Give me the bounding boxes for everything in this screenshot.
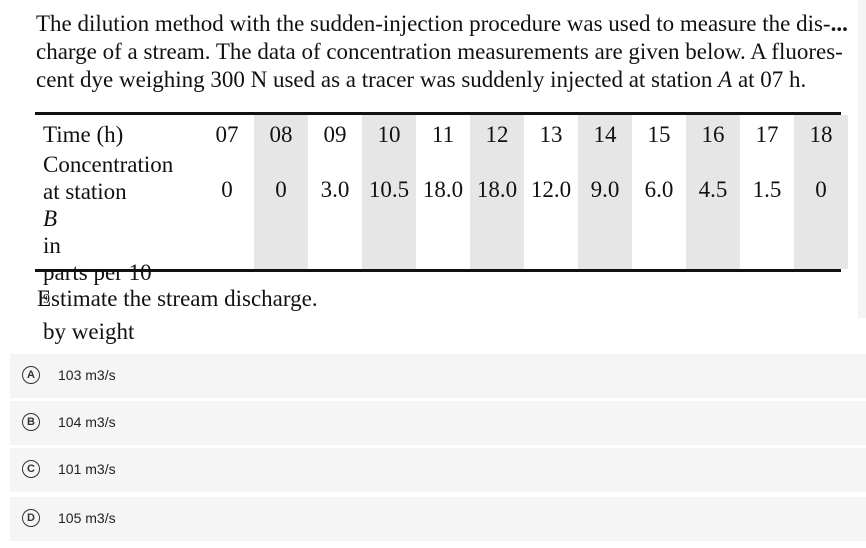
question-line-2: charge of a stream. The data of concentr… (36, 39, 843, 64)
concentration-cell: 9.0 (590, 177, 620, 202)
time-cell: 11 (431, 122, 455, 147)
time-cell: 17 (755, 122, 779, 147)
concentration-cell: 18.0 (476, 177, 518, 202)
time-cell: 18 (809, 122, 833, 147)
concentration-cell: 18.0 (422, 177, 464, 202)
option-text: 103 m3/s (58, 367, 116, 383)
time-cell: 10 (377, 122, 401, 147)
concentration-row-label: Concentration at station B in parts per … (43, 152, 174, 344)
concentration-cell: 3.0 (320, 177, 350, 202)
option-letter-badge: D (22, 509, 40, 527)
concentration-cell: 12.0 (530, 177, 572, 202)
row-labels: Time (h) Concentration at station B in p… (35, 115, 200, 344)
concentration-cell: 0 (815, 177, 827, 202)
table-column: 15 6.0 (632, 115, 686, 269)
table-column: 13 12.0 (524, 115, 578, 269)
time-cell: 14 (593, 122, 617, 147)
option-text: 105 m3/s (58, 510, 116, 526)
option-d[interactable]: D 105 m3/s (10, 497, 866, 541)
option-a[interactable]: A 103 m3/s (10, 354, 866, 398)
question-card: The dilution method with the sudden-inje… (10, 0, 866, 344)
question-image: The dilution method with the sudden-inje… (10, 0, 858, 344)
question-text: The dilution method with the sudden-inje… (36, 10, 848, 94)
option-letter-badge: C (22, 460, 40, 478)
question-line-3: cent dye weighing 300 N used as a tracer… (36, 67, 807, 92)
option-text: 101 m3/s (58, 461, 116, 477)
time-cell: 09 (323, 122, 347, 147)
concentration-cell: 0 (275, 177, 287, 202)
truncation-ellipsis: ... (830, 11, 848, 36)
table-column: 10 10.5 (362, 115, 416, 269)
table-column: 09 3.0 (308, 115, 362, 269)
time-row-label: Time (h) (43, 122, 124, 147)
table-column: 17 1.5 (740, 115, 794, 269)
table-column: 18 0 (794, 115, 848, 269)
time-cell: 07 (215, 122, 239, 147)
table-column: 07 0 (200, 115, 254, 269)
time-cell: 15 (647, 122, 671, 147)
question-prompt: Estimate the stream discharge. (37, 286, 318, 311)
concentration-table: Time (h) Concentration at station B in p… (35, 112, 848, 344)
time-cell: 12 (485, 122, 509, 147)
table-column: 12 18.0 (470, 115, 524, 269)
question-line-1: The dilution method with the sudden-inje… (36, 11, 848, 36)
option-b[interactable]: B 104 m3/s (10, 401, 866, 445)
concentration-cell: 6.0 (644, 177, 674, 202)
option-text: 104 m3/s (58, 414, 116, 430)
time-cell: 13 (539, 122, 563, 147)
time-cell: 16 (701, 122, 725, 147)
concentration-cell: 10.5 (368, 177, 410, 202)
table-column: 16 4.5 (686, 115, 740, 269)
concentration-cell: 0 (221, 177, 233, 202)
table-column: 14 9.0 (578, 115, 632, 269)
table-column: 11 18.0 (416, 115, 470, 269)
option-letter-badge: B (22, 413, 40, 431)
concentration-cell: 4.5 (698, 177, 728, 202)
time-cell: 08 (269, 122, 293, 147)
option-c[interactable]: C 101 m3/s (10, 448, 866, 492)
concentration-cell: 1.5 (752, 177, 782, 202)
option-letter-badge: A (22, 366, 40, 384)
table-column: 08 0 (254, 115, 308, 269)
